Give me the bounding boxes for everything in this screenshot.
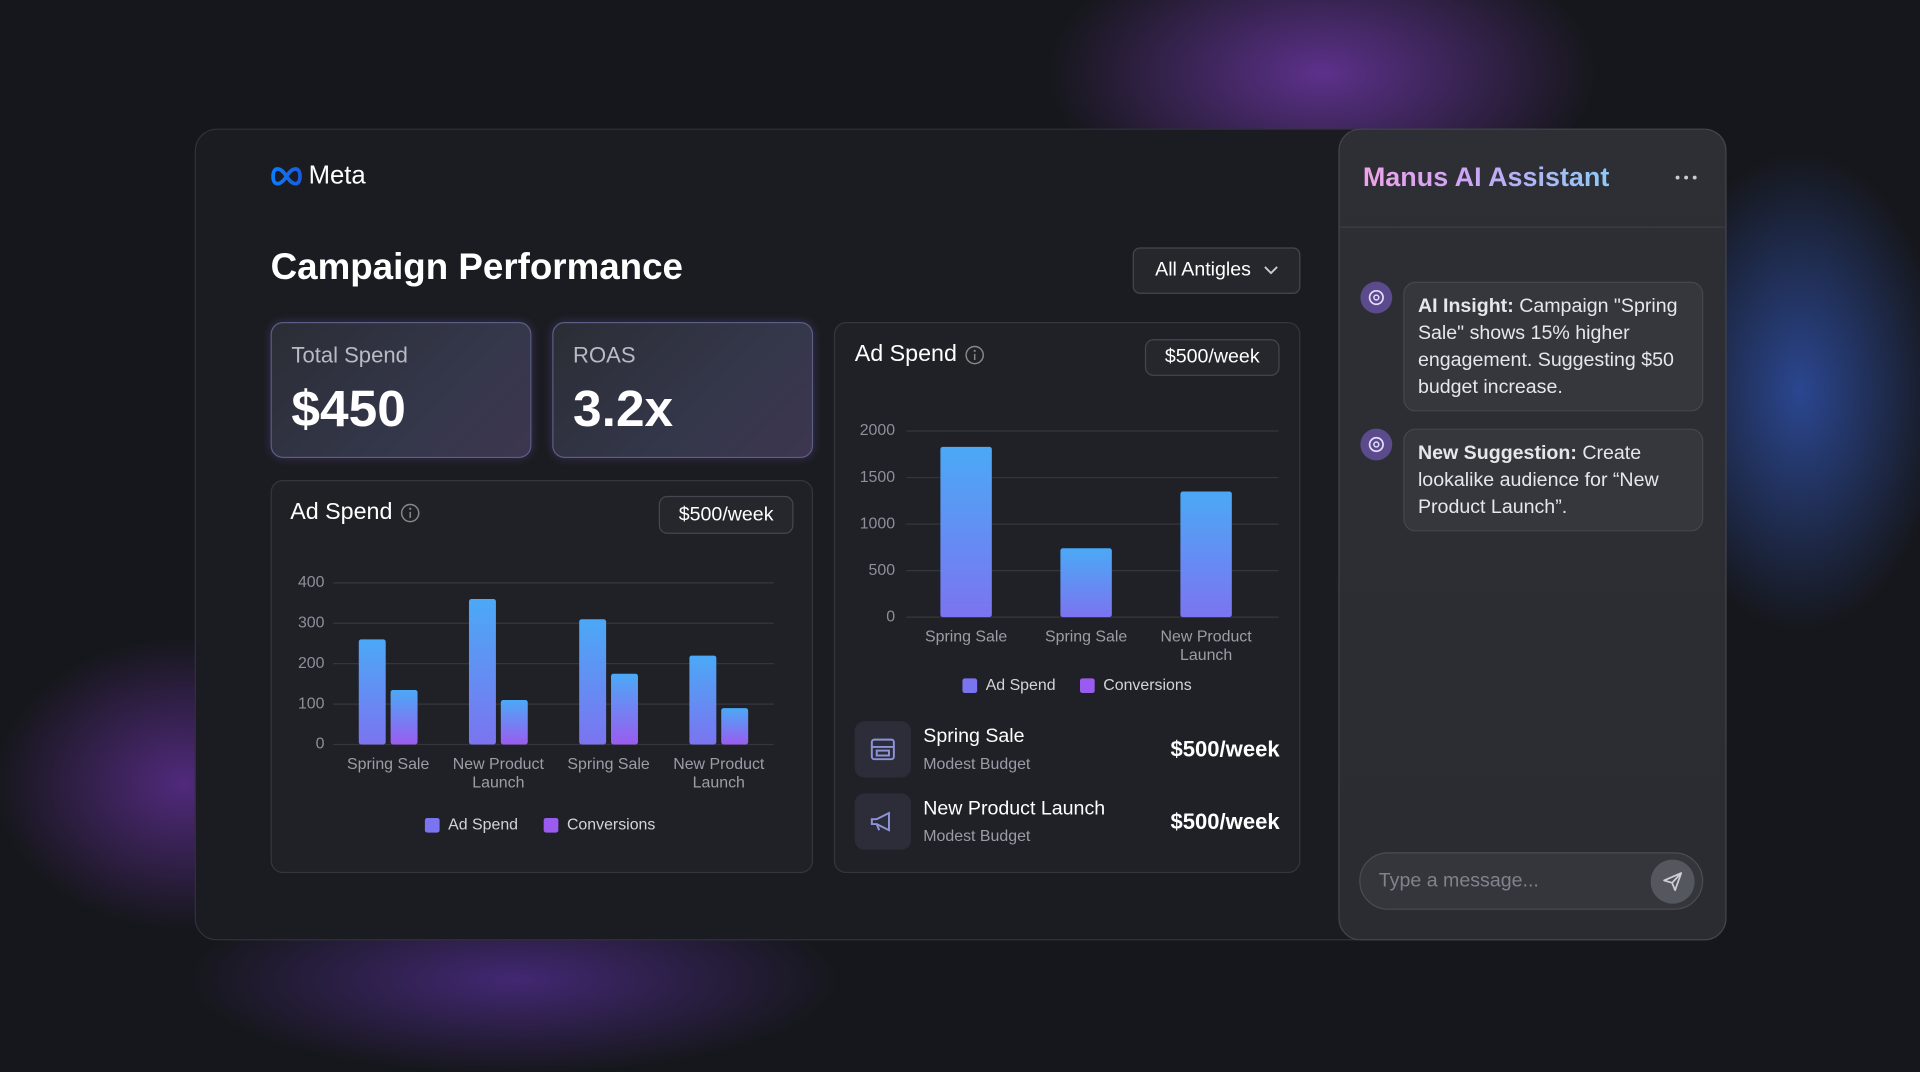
megaphone-icon	[870, 811, 890, 832]
campaign-budget: Modest Budget	[923, 754, 1031, 773]
info-icon[interactable]	[401, 503, 421, 523]
store-icon	[870, 738, 895, 761]
y-tick-label: 0	[316, 736, 325, 753]
campaign-budget: Modest Budget	[923, 826, 1031, 845]
bar	[611, 673, 638, 745]
y-tick-label: 0	[886, 608, 895, 625]
message-label: New Suggestion:	[1417, 443, 1577, 465]
legend-swatch	[543, 817, 559, 833]
avatar-icon	[1368, 289, 1384, 306]
y-tick-label: 400	[298, 574, 325, 591]
assistant-title: Manus AI Assistant	[1362, 161, 1610, 193]
legend-swatch	[424, 817, 440, 833]
bar	[579, 619, 607, 745]
input-placeholder: Type a message...	[1378, 870, 1539, 892]
legend-label: Conversions	[1103, 677, 1191, 694]
send-icon	[1663, 872, 1683, 892]
legend-label: Conversions	[567, 817, 655, 834]
chart-badge: $500/week	[658, 495, 794, 534]
send-button[interactable]	[1650, 859, 1695, 904]
page-title: Campaign Performance	[270, 247, 683, 288]
assistant-avatar	[1360, 281, 1393, 314]
info-icon[interactable]	[965, 345, 985, 365]
bar	[721, 708, 749, 745]
legend-swatch	[1080, 678, 1095, 694]
more-menu[interactable]	[1673, 170, 1700, 185]
x-tick-label-box: Spring Sale	[1044, 626, 1128, 646]
message-bubble: New Suggestion: Create lookalike audienc…	[1403, 428, 1704, 532]
bar	[1060, 548, 1112, 618]
brand-name: Meta	[308, 161, 366, 190]
x-tick-label: Spring Sale	[347, 754, 430, 773]
x-tick-label: New Product Launch	[673, 754, 765, 792]
x-tick-label: Spring Sale	[1044, 626, 1128, 646]
filter-label: All Antigles	[1155, 259, 1251, 281]
bar	[689, 655, 717, 745]
x-tick-label: New Product Launch	[1160, 626, 1252, 664]
x-tick-label: New Product Launch	[452, 754, 544, 792]
divider	[1339, 226, 1726, 228]
campaign-icon	[854, 721, 912, 778]
campaign-icon	[854, 793, 912, 850]
message-label: AI Insight:	[1417, 296, 1514, 318]
kpi-card: ROAS 3.2x	[552, 322, 814, 458]
x-tick-label-box: New Product Launch	[452, 754, 544, 792]
chart-badge: $500/week	[1144, 339, 1280, 376]
campaign-name: Spring Sale	[923, 726, 1025, 747]
campaign-rate: $500/week	[1170, 737, 1280, 762]
kpi-value: 3.2x	[573, 379, 674, 438]
brand: Meta	[269, 161, 366, 191]
message-text: Campaign "Spring Sale" shows 15% higher …	[1417, 296, 1678, 398]
filter-dropdown[interactable]: All Antigles	[1132, 247, 1301, 294]
chart-title: Ad Spend	[854, 341, 957, 368]
assistant-panel	[1338, 128, 1727, 941]
campaign-name: New Product Launch	[923, 798, 1106, 820]
kpi-card: Total Spend $450	[270, 322, 532, 458]
bar	[940, 446, 992, 618]
x-tick-label-box: Spring Sale	[924, 626, 1008, 646]
bar	[468, 599, 496, 745]
y-tick-label: 300	[298, 614, 325, 631]
bar	[500, 700, 528, 745]
message-text: Create lookalike audience for “New Produ…	[1417, 443, 1659, 518]
legend-swatch	[962, 678, 978, 694]
campaign-rate: $500/week	[1170, 809, 1280, 834]
chart-title: Ad Spend	[290, 499, 393, 526]
y-tick-label: 2000	[860, 422, 896, 439]
y-tick-label: 1000	[860, 515, 896, 532]
message-bubble: AI Insight: Campaign "Spring Sale" shows…	[1403, 281, 1704, 412]
y-tick-label: 100	[298, 695, 325, 712]
x-tick-label-box: New Product Launch	[1160, 626, 1252, 664]
message-input[interactable]	[1359, 852, 1704, 910]
chevron	[1263, 266, 1278, 275]
y-tick-label: 200	[298, 655, 325, 672]
chart-title-row: Ad Spend	[855, 342, 985, 369]
x-tick-label: Spring Sale	[567, 754, 650, 773]
y-tick-label: 1500	[860, 469, 896, 486]
bar	[358, 639, 386, 745]
kpi-label: Total Spend	[291, 342, 408, 368]
bar	[390, 689, 418, 745]
kpi-label: ROAS	[573, 342, 636, 368]
kpi-value: $450	[291, 379, 406, 438]
bar	[1180, 491, 1232, 618]
x-tick-label-box: New Product Launch	[673, 754, 765, 792]
legend-label: Ad Spend	[448, 817, 518, 834]
x-tick-label-box: Spring Sale	[347, 754, 430, 773]
x-tick-label-box: Spring Sale	[567, 754, 650, 773]
assistant-avatar	[1360, 428, 1393, 461]
x-tick-label: Spring Sale	[924, 626, 1008, 646]
legend-label: Ad Spend	[986, 677, 1056, 694]
avatar-icon	[1368, 436, 1384, 453]
chart-title-row: Ad Spend	[290, 499, 421, 527]
y-tick-label: 500	[869, 562, 896, 579]
meta-logo	[271, 167, 302, 186]
